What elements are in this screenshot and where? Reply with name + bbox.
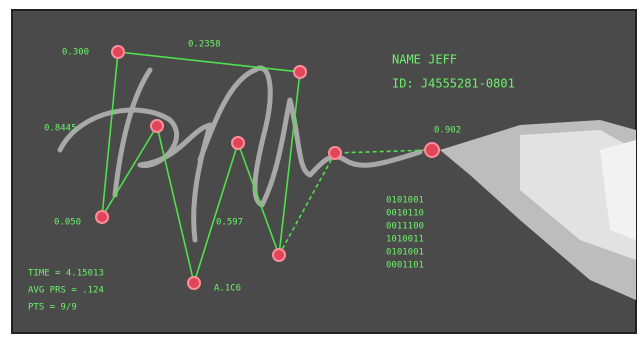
stat-line: AVG PRS = .124 xyxy=(28,286,104,296)
stat-line: PTS = 9/9 xyxy=(28,303,77,313)
code-line: 0101001 xyxy=(386,196,424,206)
signature-analysis-image: 0.300 0.2358 0.8445 0.050 0.597 A.1C6 0.… xyxy=(0,0,642,342)
code-line: 0101001 xyxy=(386,248,424,258)
code-line: 0010110 xyxy=(386,209,424,219)
code-line: 1010011 xyxy=(386,235,424,245)
point-label: 0.8445 xyxy=(44,124,77,134)
code-line: 0011100 xyxy=(386,222,424,232)
point-label: 0.300 xyxy=(62,48,89,58)
code-line: 0001101 xyxy=(386,261,424,271)
point-label: A.1C6 xyxy=(214,284,241,294)
point-label: 0.050 xyxy=(54,218,81,228)
point-label: 0.597 xyxy=(216,218,243,228)
point-label: 0.2358 xyxy=(188,40,221,50)
name-text: NAME JEFF xyxy=(392,53,457,67)
id-text: ID: J4555281-0801 xyxy=(392,77,515,91)
point-label: 0.902 xyxy=(434,126,461,136)
stat-line: TIME = 4.15013 xyxy=(28,269,104,279)
